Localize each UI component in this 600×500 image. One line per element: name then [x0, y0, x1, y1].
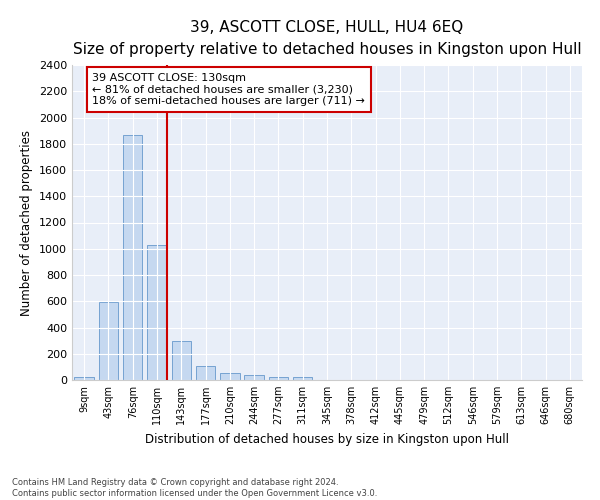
- Bar: [172, 342, 191, 380]
- Title: 39, ASCOTT CLOSE, HULL, HU4 6EQ
Size of property relative to detached houses in : 39, ASCOTT CLOSE, HULL, HU4 6EQ Size of …: [73, 20, 581, 57]
- Bar: [99, 302, 118, 380]
- Bar: [196, 366, 215, 380]
- Bar: [244, 376, 264, 380]
- Y-axis label: Number of detached properties: Number of detached properties: [20, 130, 34, 316]
- Text: 39 ASCOTT CLOSE: 130sqm
← 81% of detached houses are smaller (3,230)
18% of semi: 39 ASCOTT CLOSE: 130sqm ← 81% of detache…: [92, 73, 365, 106]
- Bar: [123, 134, 142, 380]
- Bar: [293, 378, 313, 380]
- X-axis label: Distribution of detached houses by size in Kingston upon Hull: Distribution of detached houses by size …: [145, 432, 509, 446]
- Bar: [74, 378, 94, 380]
- Bar: [220, 374, 239, 380]
- Text: Contains HM Land Registry data © Crown copyright and database right 2024.
Contai: Contains HM Land Registry data © Crown c…: [12, 478, 377, 498]
- Bar: [147, 246, 167, 380]
- Bar: [269, 376, 288, 380]
